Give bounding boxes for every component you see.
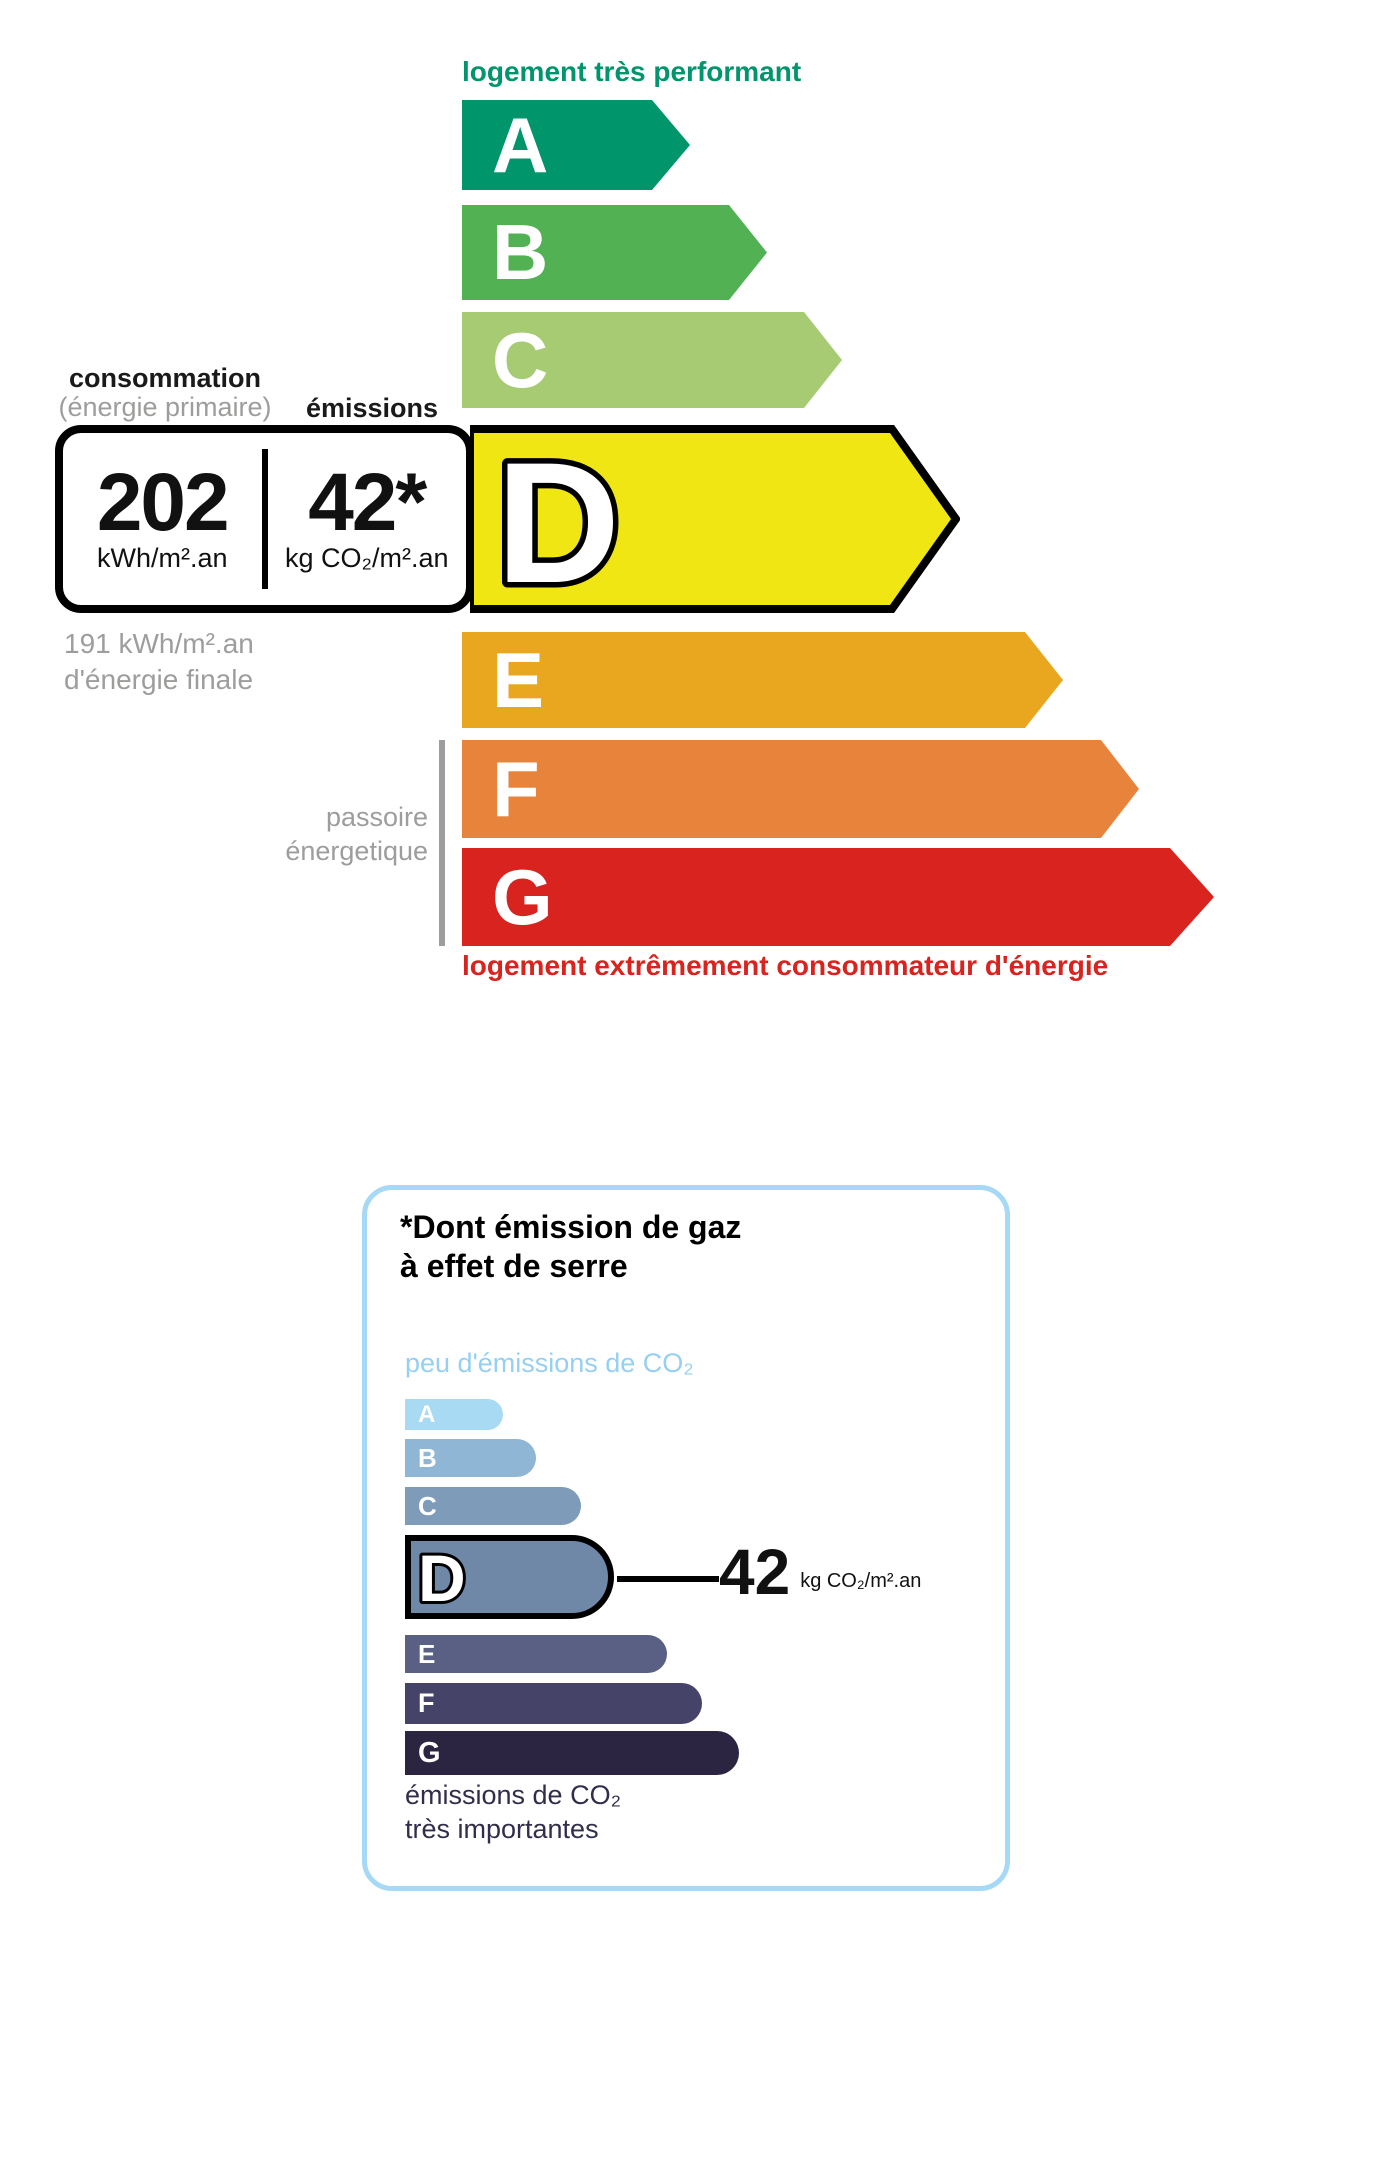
co2-class-letter-c: C — [418, 1490, 437, 1521]
energy-class-arrow-g: G — [462, 848, 1214, 946]
co2-high-label-line1: émissions de CO₂ — [405, 1780, 622, 1810]
co2-class-bar-d-current: D — [405, 1535, 614, 1619]
energy-class-letter-c: C — [492, 315, 549, 404]
co2-class-letter-e: E — [418, 1638, 436, 1669]
co2-value-number: 42 — [719, 1536, 791, 1608]
d-arrow-shape — [470, 425, 960, 613]
final-energy-line2: d'énergie finale — [64, 664, 254, 695]
co2-panel-title: *Dont émission de gaz à effet de serre — [400, 1208, 741, 1286]
co2-high-label-line2: très importantes — [405, 1814, 599, 1844]
energy-class-letter-g: G — [492, 852, 553, 941]
energy-class-letter-a: A — [492, 100, 549, 189]
consumption-value: 202 — [96, 456, 230, 548]
energy-sieve-label-line2: énergetique — [285, 836, 428, 866]
current-values-box: 202 kWh/m².an 42* kg CO₂/m².an — [55, 425, 474, 613]
energy-class-letter-d: D — [496, 427, 620, 613]
co2-class-letter-d: D — [418, 1541, 466, 1615]
co2-class-bar-e: E — [405, 1635, 667, 1673]
top-performance-label: logement très performant — [462, 56, 802, 87]
energy-class-letter-b: B — [492, 208, 549, 296]
energy-sieve-label-line1: passoire — [325, 802, 428, 832]
co2-current-value: 42 kg CO₂/m².an — [719, 1540, 921, 1604]
co2-value-unit: kg CO₂/m².an — [800, 1570, 922, 1592]
energy-class-arrow-b: B — [462, 205, 767, 300]
energy-sieve-bracket — [439, 740, 445, 946]
co2-class-letter-a: A — [418, 1400, 436, 1428]
co2-panel-title-line1: *Dont émission de gaz — [400, 1209, 742, 1245]
co2-emissions-panel: *Dont émission de gaz à effet de serre p… — [362, 1185, 1010, 1891]
co2-class-letter-b: B — [418, 1442, 437, 1473]
co2-high-label: émissions de CO₂ très importantes — [405, 1778, 621, 1846]
consumption-cell: 202 kWh/m².an — [63, 433, 262, 605]
emissions-header: émissions — [305, 393, 439, 423]
co2-class-letter-f: F — [418, 1688, 435, 1718]
co2-panel-title-line2: à effet de serre — [400, 1248, 628, 1284]
co2-value-connector-line — [617, 1576, 719, 1582]
co2-class-letter-g: G — [418, 1736, 441, 1769]
energy-class-arrow-e: E — [462, 632, 1063, 728]
high-consumption-label: logement extrêmement consommateur d'éner… — [462, 950, 1109, 981]
co2-class-bar-a: A — [405, 1399, 503, 1430]
co2-class-bar-b: B — [405, 1439, 536, 1477]
emissions-value: 42* — [308, 456, 427, 548]
consumption-header-main: consommation — [68, 363, 262, 393]
energy-class-letter-f: F — [492, 744, 540, 833]
co2-low-label: peu d'émissions de CO₂ — [405, 1348, 694, 1378]
co2-class-bar-c: C — [405, 1487, 581, 1525]
final-energy-line1: 191 kWh/m².an — [64, 628, 254, 659]
consumption-unit: kWh/m².an — [96, 543, 228, 574]
consumption-header: consommation (énergie primaire) — [48, 364, 282, 422]
emissions-unit: kg CO₂/m².an — [284, 543, 449, 574]
energy-class-letter-e: E — [492, 635, 545, 724]
consumption-header-note: (énergie primaire) — [58, 392, 272, 422]
energy-class-arrow-f: F — [462, 740, 1139, 838]
value-box-divider — [261, 449, 268, 589]
energy-class-arrow-a: A — [462, 100, 690, 190]
emissions-cell: 42* kg CO₂/m².an — [268, 433, 467, 605]
co2-d-shape — [405, 1535, 614, 1619]
energy-class-arrow-c: C — [462, 312, 842, 408]
energy-sieve-label: passoire énergetique — [218, 800, 428, 868]
co2-class-bar-f: F — [405, 1683, 702, 1724]
co2-class-bar-g: G — [405, 1731, 739, 1775]
final-energy-note: 191 kWh/m².an d'énergie finale — [64, 626, 254, 698]
energy-class-arrow-d-current: D — [470, 425, 960, 613]
